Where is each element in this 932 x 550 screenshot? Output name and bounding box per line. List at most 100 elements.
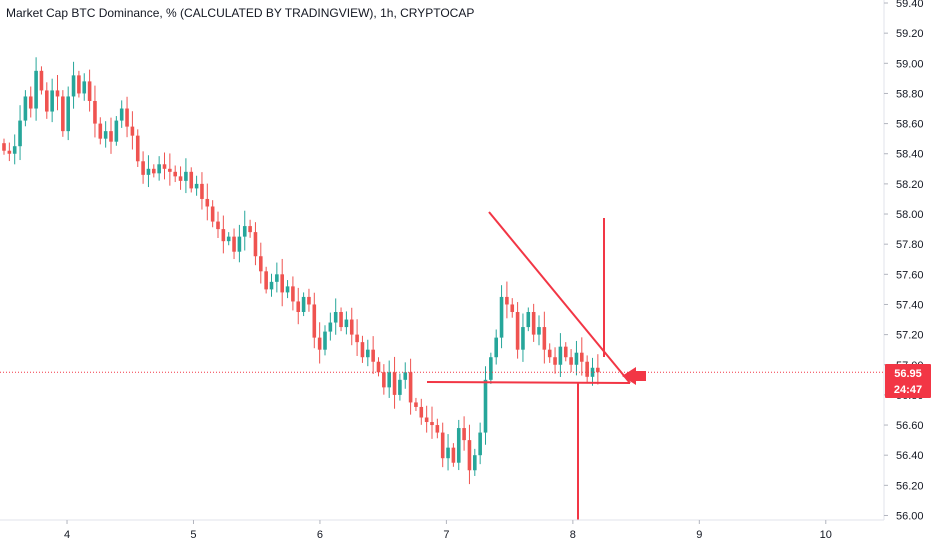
- candle-body: [98, 123, 103, 139]
- candle-body: [446, 447, 450, 459]
- y-tick-label: 58.80: [896, 88, 924, 100]
- candle-body: [398, 379, 402, 395]
- candle-body: [23, 96, 28, 121]
- candle-body: [135, 135, 140, 162]
- drawing-annotations[interactable]: [426, 211, 646, 520]
- candle-body: [360, 342, 365, 358]
- candle-body: [45, 90, 49, 112]
- candle-body: [232, 236, 236, 252]
- y-tick-label: 58.40: [896, 149, 924, 161]
- candle-body: [77, 75, 81, 94]
- candle-body: [39, 70, 44, 91]
- candle-body: [61, 96, 65, 132]
- candle-body: [280, 274, 284, 293]
- support-line[interactable]: [426, 381, 631, 384]
- candle-body: [344, 319, 349, 328]
- y-tick-label: 56.60: [896, 420, 924, 432]
- candle-body: [259, 256, 263, 272]
- candle-body: [93, 100, 97, 124]
- candle-body: [317, 337, 322, 350]
- candle-body: [130, 126, 135, 136]
- x-tick-label: 4: [64, 529, 70, 541]
- candle-body: [87, 81, 92, 101]
- candle-body: [109, 131, 113, 142]
- x-tick-label: 5: [190, 529, 196, 541]
- last-price-tag-bg: [885, 364, 931, 398]
- candle-body: [547, 349, 552, 358]
- candle-body: [162, 164, 167, 169]
- candle-body: [510, 304, 515, 312]
- candle-body: [333, 312, 338, 323]
- candle-body: [178, 176, 183, 181]
- candle-body: [585, 361, 589, 377]
- candle-body: [168, 168, 172, 172]
- candle-body: [569, 357, 573, 365]
- candle-body: [403, 372, 408, 380]
- candle-body: [489, 357, 493, 380]
- candle-body: [2, 143, 6, 151]
- candle-body: [542, 327, 547, 350]
- candle-body: [558, 346, 563, 365]
- x-tick-label: 8: [570, 529, 576, 541]
- candle-body: [456, 428, 461, 463]
- candle-body: [50, 90, 54, 112]
- y-tick-label: 56.40: [896, 450, 924, 462]
- candle-body: [114, 120, 119, 142]
- candle-body: [505, 296, 509, 305]
- candle-body: [269, 281, 274, 290]
- candle-body: [387, 372, 391, 388]
- candle-body: [66, 96, 70, 132]
- candle-body: [28, 96, 33, 109]
- candle-body: [349, 319, 354, 335]
- y-tick-label: 57.80: [896, 239, 924, 251]
- candle-body: [296, 301, 301, 312]
- candle-body: [194, 183, 199, 189]
- candle-body: [419, 406, 424, 418]
- candle-body: [323, 331, 327, 350]
- candle-body: [355, 334, 359, 343]
- candle-body: [7, 150, 12, 154]
- candle-body: [553, 357, 557, 365]
- candle-body: [515, 312, 520, 350]
- candle-body: [146, 168, 151, 175]
- last-price-tag: 56.95 24:47: [885, 364, 931, 398]
- candle-body: [264, 271, 268, 290]
- descending-trendline[interactable]: [488, 211, 631, 384]
- candle-body: [248, 226, 252, 233]
- candle-body: [157, 164, 161, 174]
- candle-body: [521, 327, 525, 350]
- candle-body: [451, 447, 456, 463]
- candle-body: [205, 198, 210, 207]
- candle-body: [574, 352, 579, 365]
- x-tick-label: 10: [820, 529, 832, 541]
- time-axis[interactable]: 4 5 6 7 8 9 10: [64, 520, 832, 541]
- candle-body: [291, 286, 295, 302]
- candle-body: [467, 440, 472, 471]
- last-price-value: 56.95: [894, 368, 922, 380]
- candle-body: [285, 286, 290, 293]
- arrow-left-icon[interactable]: [622, 367, 646, 385]
- candle-body: [408, 372, 413, 403]
- candle-body: [237, 236, 242, 252]
- y-tick-label: 56.00: [896, 510, 924, 522]
- candle-body: [590, 367, 595, 377]
- candle-body: [414, 402, 418, 407]
- y-tick-label: 59.20: [896, 28, 924, 40]
- candle-body: [371, 349, 375, 362]
- price-axis[interactable]: 56.0056.2056.4056.6056.8057.0057.2057.40…: [884, 0, 924, 522]
- y-tick-label: 58.20: [896, 179, 924, 191]
- candle-body: [563, 346, 568, 358]
- candle-body: [339, 312, 343, 328]
- candle-body: [275, 274, 279, 282]
- candle-body: [307, 296, 311, 305]
- candle-body: [200, 183, 204, 199]
- candle-body: [580, 352, 584, 362]
- x-tick-label: 6: [317, 529, 323, 541]
- x-tick-label: 7: [443, 529, 449, 541]
- candle-body: [478, 432, 482, 456]
- candle-body: [462, 428, 466, 441]
- candle-body: [173, 171, 177, 177]
- candle-body: [494, 337, 498, 358]
- candle-body: [435, 425, 440, 433]
